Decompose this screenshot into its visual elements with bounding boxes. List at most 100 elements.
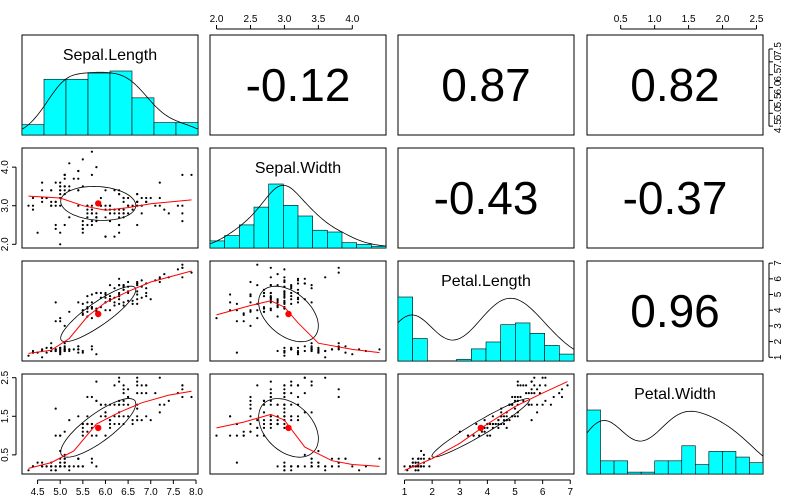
panel-4-3 [397, 373, 575, 475]
histogram-bar [224, 235, 240, 249]
data-point [90, 307, 93, 310]
loess-smooth-line [28, 390, 192, 469]
data-point [525, 384, 528, 387]
data-point [90, 223, 93, 227]
data-point [530, 380, 533, 383]
tick-label: 2.5 [244, 14, 258, 25]
tick-label: 8.0 [189, 487, 203, 498]
data-point [296, 419, 300, 422]
data-point [317, 461, 320, 464]
data-point [136, 392, 139, 395]
data-point [122, 304, 125, 307]
data-point [276, 284, 279, 287]
data-point [54, 349, 57, 353]
data-point [351, 465, 354, 468]
data-point [276, 298, 279, 301]
data-point [90, 317, 93, 320]
data-point [262, 426, 266, 429]
data-point [95, 212, 98, 215]
data-point [541, 376, 544, 379]
data-point [81, 349, 84, 353]
mean-point [95, 200, 102, 207]
data-point [502, 415, 506, 418]
data-point [283, 407, 286, 410]
data-point [145, 287, 148, 290]
data-point [249, 395, 252, 399]
data-point [215, 434, 218, 437]
data-point [324, 356, 327, 359]
correlation-value: -0.37 [623, 172, 728, 224]
tick-label: 2.0 [210, 14, 224, 25]
data-point [181, 220, 184, 223]
data-point [475, 422, 478, 426]
data-point [283, 346, 286, 349]
data-point [317, 349, 320, 353]
variable-title-sepal-length: Sepal.Length [63, 47, 157, 64]
data-point [344, 345, 347, 348]
data-point [519, 395, 522, 399]
data-point [118, 212, 121, 215]
data-point [276, 419, 279, 422]
tick-label: 1.0 [648, 14, 662, 25]
panel-2-3 [397, 147, 575, 249]
data-point [472, 434, 475, 437]
tick-label: 4 [485, 487, 491, 498]
data-point [90, 301, 93, 304]
histogram-bar [356, 244, 372, 249]
data-point [283, 295, 286, 298]
data-point [530, 388, 533, 391]
histogram-bar [412, 338, 428, 362]
data-point [303, 453, 306, 456]
data-point [68, 469, 71, 472]
density-curve [209, 184, 387, 247]
data-point [59, 181, 62, 184]
data-point [77, 351, 80, 354]
data-point [190, 173, 193, 176]
histogram-bar [371, 245, 387, 249]
correlation-value: 0.96 [630, 285, 720, 337]
data-point [104, 415, 107, 418]
histogram-bar [722, 451, 737, 475]
data-point [113, 304, 116, 307]
data-point [136, 293, 139, 296]
data-point [283, 392, 286, 395]
data-point [337, 342, 340, 345]
data-point [158, 403, 161, 406]
data-point [290, 465, 293, 468]
data-point [530, 403, 533, 406]
data-point [118, 380, 121, 383]
data-point [149, 298, 152, 301]
data-point [296, 349, 300, 353]
data-point [256, 434, 259, 437]
data-point [269, 380, 272, 383]
data-point [269, 392, 272, 395]
data-point [269, 395, 272, 399]
data-point [344, 457, 347, 460]
data-point [256, 419, 259, 422]
data-point [303, 282, 306, 285]
data-point [303, 345, 306, 348]
data-point [516, 384, 519, 387]
data-point [59, 320, 62, 323]
data-point [533, 376, 536, 379]
data-point [324, 349, 327, 353]
histogram-bar [640, 471, 655, 475]
data-point [303, 376, 306, 379]
data-point [256, 384, 259, 387]
histogram-bar [209, 240, 225, 249]
data-point [522, 399, 525, 402]
data-point [351, 353, 354, 356]
tick-label: 6.0 [773, 80, 784, 94]
data-point [136, 290, 139, 293]
data-point [296, 301, 300, 304]
data-point [59, 231, 62, 234]
data-point [536, 403, 539, 406]
data-point [63, 173, 66, 176]
histogram-bar [627, 471, 642, 475]
data-point [31, 196, 35, 200]
data-point [86, 223, 89, 227]
data-point [269, 419, 272, 422]
data-point [63, 185, 66, 188]
data-point [544, 384, 547, 387]
tick-label: 3.0 [277, 14, 291, 25]
